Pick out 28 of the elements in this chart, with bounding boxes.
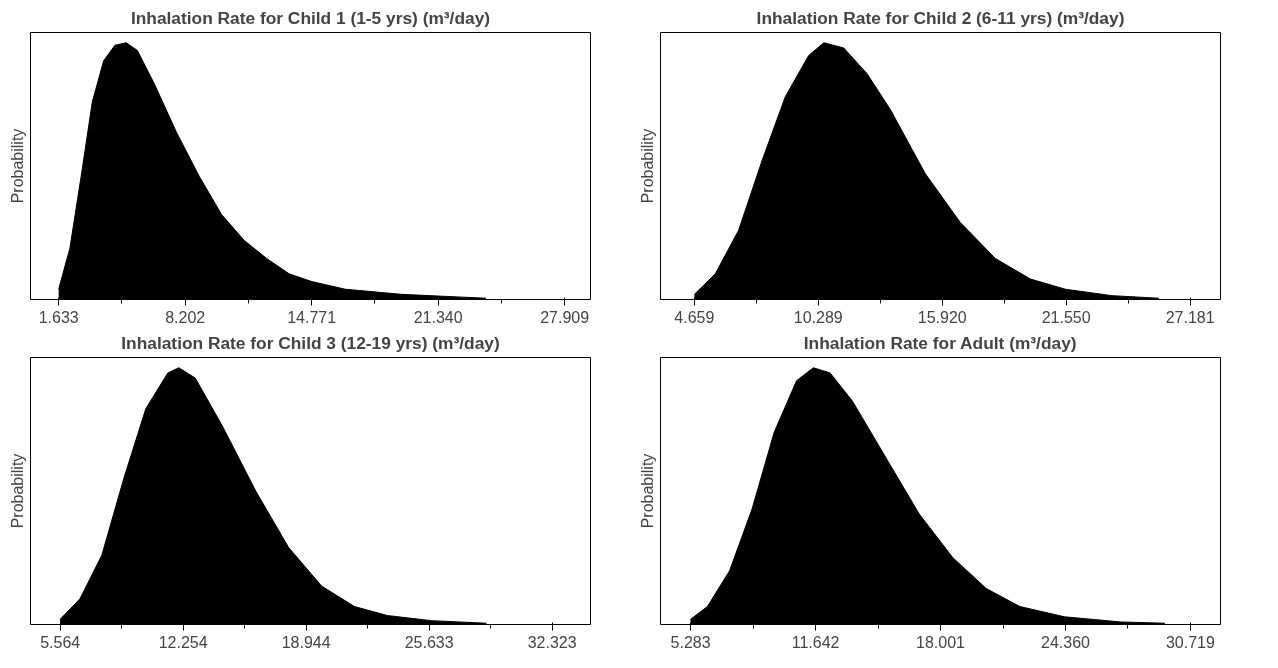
x-tick-label: 24.360 (1041, 633, 1091, 651)
chart-title: Inhalation Rate for Child 2 (6-11 yrs) (m³/day) (756, 7, 1125, 28)
y-axis-title: Probability (638, 453, 656, 529)
x-tick-label: 15.920 (917, 308, 967, 326)
y-axis-title: Probability (638, 128, 656, 204)
y-axis-title: Probability (8, 128, 26, 204)
x-tick-label: 8.202 (165, 308, 206, 326)
x-tick-label: 14.771 (287, 308, 337, 326)
x-tick-label: 1.633 (38, 308, 79, 326)
x-tick-label: 5.283 (670, 633, 711, 651)
x-tick-label: 27.181 (1165, 308, 1215, 326)
x-tick-label: 25.633 (404, 633, 454, 651)
x-tick-label: 10.289 (793, 308, 843, 326)
x-tick-label: 32.323 (527, 633, 577, 651)
x-tick-label: 12.254 (158, 633, 208, 651)
y-axis-title: Probability (8, 453, 26, 529)
x-tick-label: 4.659 (674, 308, 715, 326)
x-tick-label: 18.001 (916, 633, 966, 651)
x-tick-label: 5.564 (40, 633, 81, 651)
x-tick-label: 18.944 (281, 633, 331, 651)
x-tick-label: 11.642 (791, 633, 840, 651)
x-tick-label: 21.550 (1041, 308, 1091, 326)
chart-title: Inhalation Rate for Child 3 (12-19 yrs) (m³/day) (121, 332, 500, 353)
x-tick-label: 21.340 (413, 308, 463, 326)
x-tick-label: 27.909 (540, 308, 590, 326)
chart-title: Inhalation Rate for Adult (m³/day) (803, 332, 1077, 353)
chart-title: Inhalation Rate for Child 1 (1-5 yrs) (m³/day) (130, 7, 491, 28)
x-tick-label: 30.719 (1165, 633, 1215, 651)
